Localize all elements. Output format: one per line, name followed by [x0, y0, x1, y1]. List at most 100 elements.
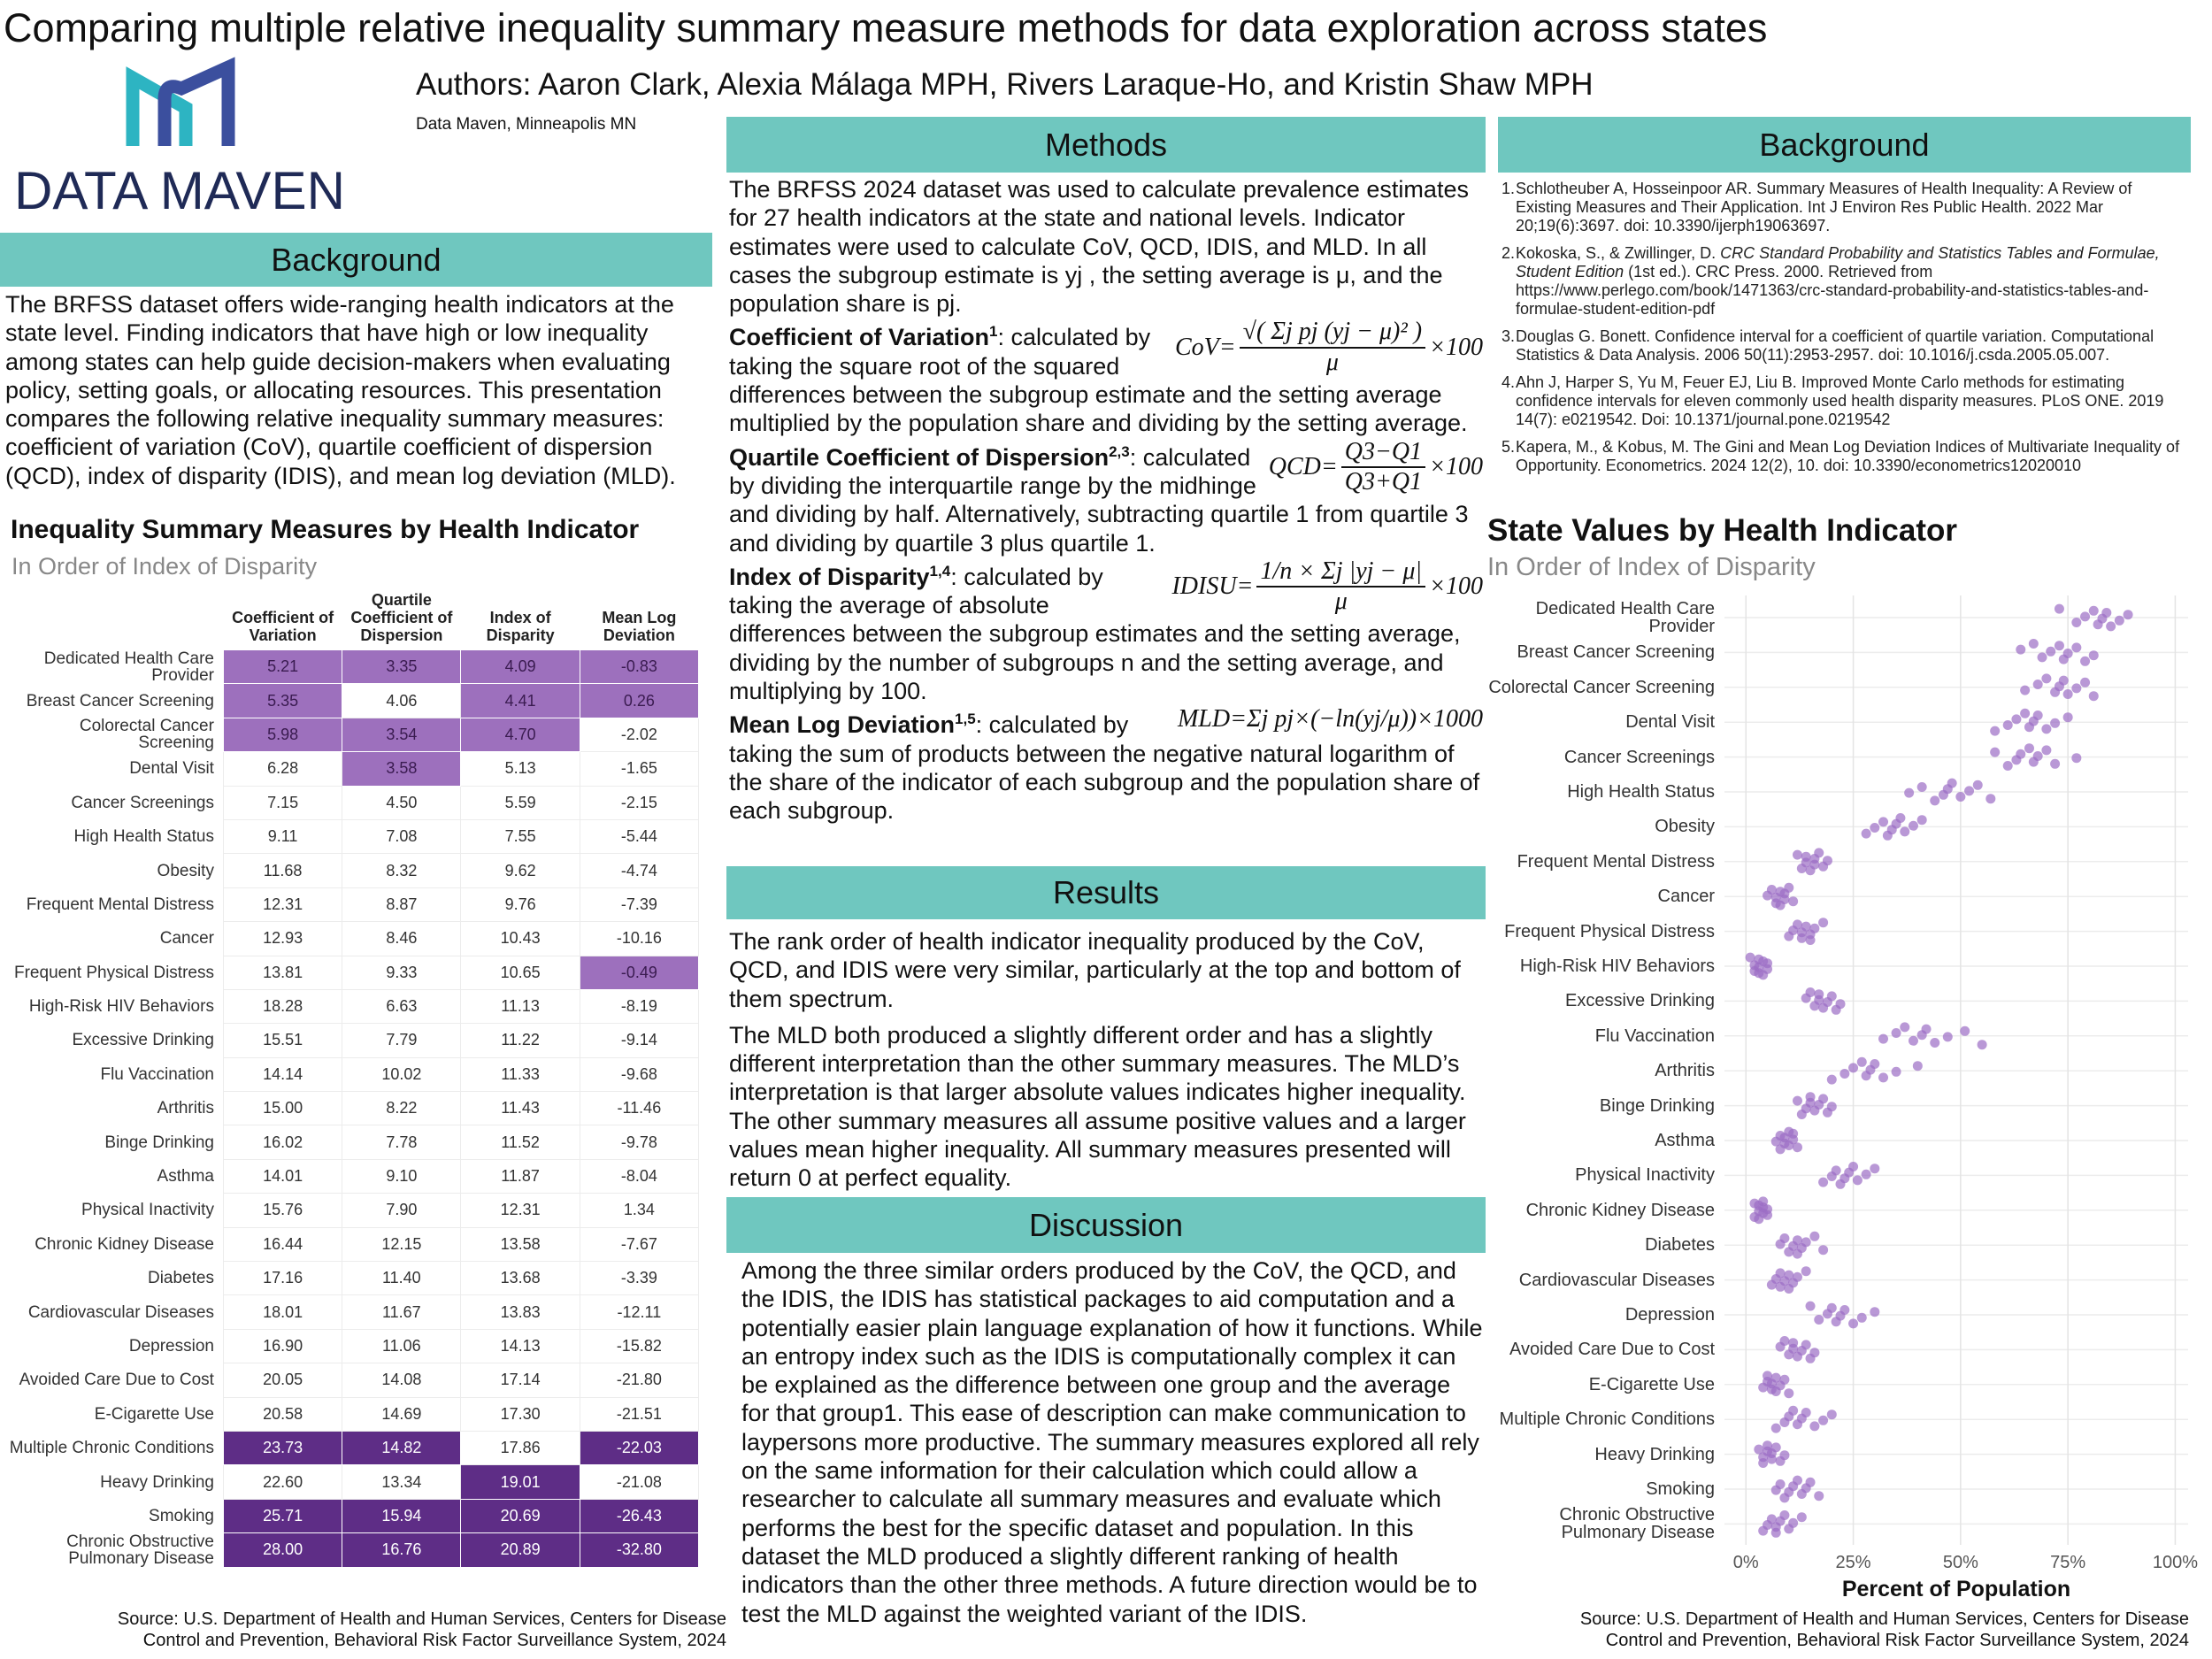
- data-point: [1805, 987, 1816, 997]
- source-line: Source: U.S. Department of Health and Hu…: [1579, 1609, 2189, 1629]
- data-point: [1758, 1196, 1769, 1207]
- table-cell: -1.65: [579, 751, 700, 787]
- table-cell: 8.87: [342, 887, 462, 923]
- data-point: [2080, 611, 2091, 622]
- data-point: [1870, 1307, 1880, 1317]
- table-cell: 12.31: [460, 1193, 580, 1228]
- row-label: Avoided Care Due to Cost: [19, 1371, 214, 1390]
- table-cell: -11.46: [579, 1091, 700, 1126]
- chart: 0% 25% 50% 75% 100% Percent of Population: [1724, 595, 2198, 1601]
- reference-number: 2.: [1502, 244, 1516, 262]
- table-cell: 17.16: [222, 1261, 343, 1296]
- row-label: Dedicated Health Care Provider: [43, 649, 214, 685]
- data-point: [1784, 1270, 1794, 1280]
- table-cell: 13.34: [342, 1464, 462, 1500]
- data-point: [1861, 828, 1871, 839]
- table-cell: -9.78: [579, 1125, 700, 1160]
- table-row: Multiple Chronic Conditions 23.73 14.82 17.…: [0, 1430, 700, 1466]
- table-cell: 11.40: [342, 1261, 462, 1296]
- data-point: [1916, 815, 1927, 826]
- data-point: [1990, 747, 2001, 757]
- table-row: Dental Visit 6.28 3.58 5.13 -1.65: [0, 751, 700, 787]
- data-point: [1801, 1266, 1811, 1277]
- reference-part: Kapera, M., & Kobus, M. The Gini and Mea…: [1516, 438, 2180, 474]
- table-cell: -12.11: [579, 1294, 700, 1330]
- data-point: [2002, 720, 2013, 730]
- category-label: Multiple Chronic Conditions: [1499, 1409, 1715, 1430]
- data-point: [2062, 649, 2073, 658]
- table-cell: 18.01: [222, 1294, 343, 1330]
- data-point: [2071, 753, 2082, 764]
- table-cell: -8.04: [579, 1158, 700, 1194]
- data-point: [1835, 999, 1846, 1010]
- data-point: [2002, 761, 2013, 771]
- data-point: [2071, 683, 2082, 694]
- data-point: [1770, 1423, 1781, 1433]
- table-cell: 6.63: [342, 988, 462, 1025]
- data-point: [1818, 1415, 1829, 1425]
- method-description: : calculated by taking the average of ab…: [729, 563, 1461, 705]
- table-cell: 15.51: [222, 1023, 343, 1058]
- row-label: Arthritis: [157, 1099, 214, 1118]
- formula-rhs: ×100: [1429, 333, 1483, 361]
- table-cell: 1.34: [579, 1193, 700, 1228]
- category-label: Excessive Drinking: [1565, 991, 1715, 1011]
- data-point: [1912, 1061, 1923, 1071]
- data-point: [2024, 743, 2034, 754]
- data-point: [1801, 1340, 1811, 1350]
- table-cell: 9.62: [460, 853, 580, 888]
- table-cell: 14.01: [222, 1158, 343, 1194]
- formula-lhs: IDISU=: [1171, 572, 1254, 600]
- table-cell: 8.22: [342, 1091, 462, 1126]
- table-row: Frequent Mental Distress 12.31 8.87 9.76 -7.…: [0, 887, 700, 923]
- data-point: [1960, 1025, 1970, 1036]
- category-label: E-Cigarette Use: [1588, 1374, 1715, 1394]
- chart-subtitle: In Order of Index of Disparity: [1487, 553, 1816, 581]
- table-row: Frequent Physical Distress 13.81 9.33 10.65…: [0, 955, 700, 990]
- table-cell: 11.33: [460, 1056, 580, 1093]
- table-cell: 14.08: [342, 1363, 462, 1398]
- method-term: Quartile Coefficient of Dispersion: [729, 443, 1110, 471]
- data-point: [2080, 656, 2091, 666]
- data-point: [1814, 1491, 1824, 1502]
- data-point: [2016, 644, 2026, 655]
- table-cell: 16.02: [222, 1125, 343, 1160]
- reference-part: CRC Standard Probability and Statistics …: [1516, 244, 2160, 280]
- row-label: Binge Drinking: [104, 1133, 214, 1152]
- table-cell: -2.15: [579, 785, 700, 820]
- category-label: Cancer Screenings: [1563, 747, 1715, 767]
- data-point: [1942, 1032, 1953, 1042]
- formula-numerator: Q3−Q1: [1340, 438, 1426, 468]
- corner-cell: [0, 591, 223, 650]
- reference: 4. Ahn J, Harper S, Yu M, Feuer EJ, Liu B…: [1502, 373, 2187, 429]
- reference-part: (1st ed.). CRC Press. 2000. Retrieved fr…: [1516, 263, 2149, 318]
- data-point: [1788, 1338, 1799, 1348]
- reference-text: Douglas G. Bonett. Confidence interval f…: [1516, 327, 2187, 365]
- data-point: [2101, 608, 2112, 618]
- data-point: [1972, 780, 1983, 790]
- data-point: [2054, 641, 2064, 651]
- data-point: [2054, 603, 2064, 614]
- table-row: Binge Drinking 16.02 7.78 11.52 -9.78: [0, 1125, 700, 1160]
- formula-fraction: √( Σj pj (yj − μ)² ) μ: [1239, 318, 1426, 377]
- authors: Authors: Aaron Clark, Alexia Málaga MPH,…: [416, 67, 1594, 102]
- reference-number: 1.: [1502, 180, 1516, 197]
- table-cell: 14.13: [460, 1328, 580, 1364]
- data-point: [2046, 646, 2056, 657]
- category-label: Frequent Mental Distress: [1517, 851, 1715, 872]
- reference-part: Douglas G. Bonett. Confidence interval f…: [1516, 327, 2154, 364]
- data-point: [1826, 1302, 1837, 1313]
- discussion-text: Among the three similar orders produced …: [741, 1257, 1483, 1627]
- data-point: [1792, 1095, 1802, 1106]
- data-point: [2088, 691, 2099, 702]
- reference: 1. Schlotheuber A, Hosseinpoor AR. Summar…: [1502, 180, 2187, 235]
- data-point: [1852, 1175, 1863, 1186]
- table-cell: 23.73: [222, 1430, 343, 1466]
- data-point: [1818, 1245, 1829, 1256]
- table-cell: 17.14: [460, 1363, 580, 1398]
- x-tick-label: 50%: [1943, 1553, 1978, 1572]
- data-point: [1908, 1035, 1918, 1046]
- table-cell: -21.08: [579, 1464, 700, 1500]
- data-point: [1779, 1510, 1790, 1520]
